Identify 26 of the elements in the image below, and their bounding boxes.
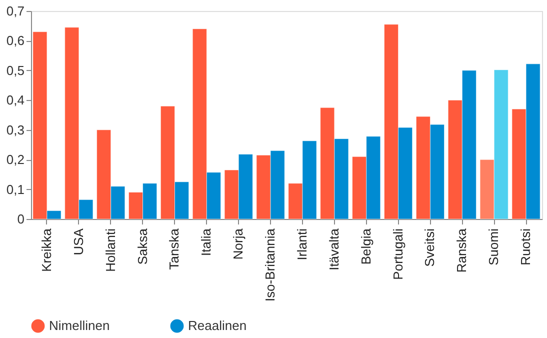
x-tick-label: Kreikka xyxy=(38,228,54,272)
x-tick-label: Sveitsi xyxy=(422,228,438,267)
x-tick-label: Norja xyxy=(230,228,246,260)
x-tick-label: Hollanti xyxy=(102,228,118,272)
x-tick-label: Italia xyxy=(198,228,214,256)
x-tick-label: Belgia xyxy=(358,228,374,265)
y-tick-label: 0,1 xyxy=(6,182,24,197)
y-tick-label: 0,2 xyxy=(6,152,24,168)
y-tick-label: 0,4 xyxy=(6,92,24,108)
x-tick-label: Portugali xyxy=(390,228,406,280)
legend-label: Nimellinen xyxy=(49,318,110,333)
y-tick-label: 0,6 xyxy=(6,33,24,48)
x-tick-label: Itävalta xyxy=(326,228,342,270)
x-tick-label: USA xyxy=(70,228,86,256)
x-tick-label: Irlanti xyxy=(294,228,310,260)
y-tick-label: 0,3 xyxy=(6,122,24,138)
y-tick-label: 0 xyxy=(17,212,24,226)
x-tick-label: Iso-Britannia xyxy=(262,228,278,302)
y-tick-label: 0,7 xyxy=(6,4,24,18)
y-tick-label: 0,5 xyxy=(6,62,24,78)
x-tick-label: Suomi xyxy=(486,228,502,266)
x-tick-label: Tanska xyxy=(166,228,182,270)
legend-label: Reaalinen xyxy=(188,318,247,333)
x-tick-label: Saksa xyxy=(134,228,150,265)
x-tick-label: Ruotsi xyxy=(518,228,534,266)
x-tick-label: Ranska xyxy=(454,228,470,273)
